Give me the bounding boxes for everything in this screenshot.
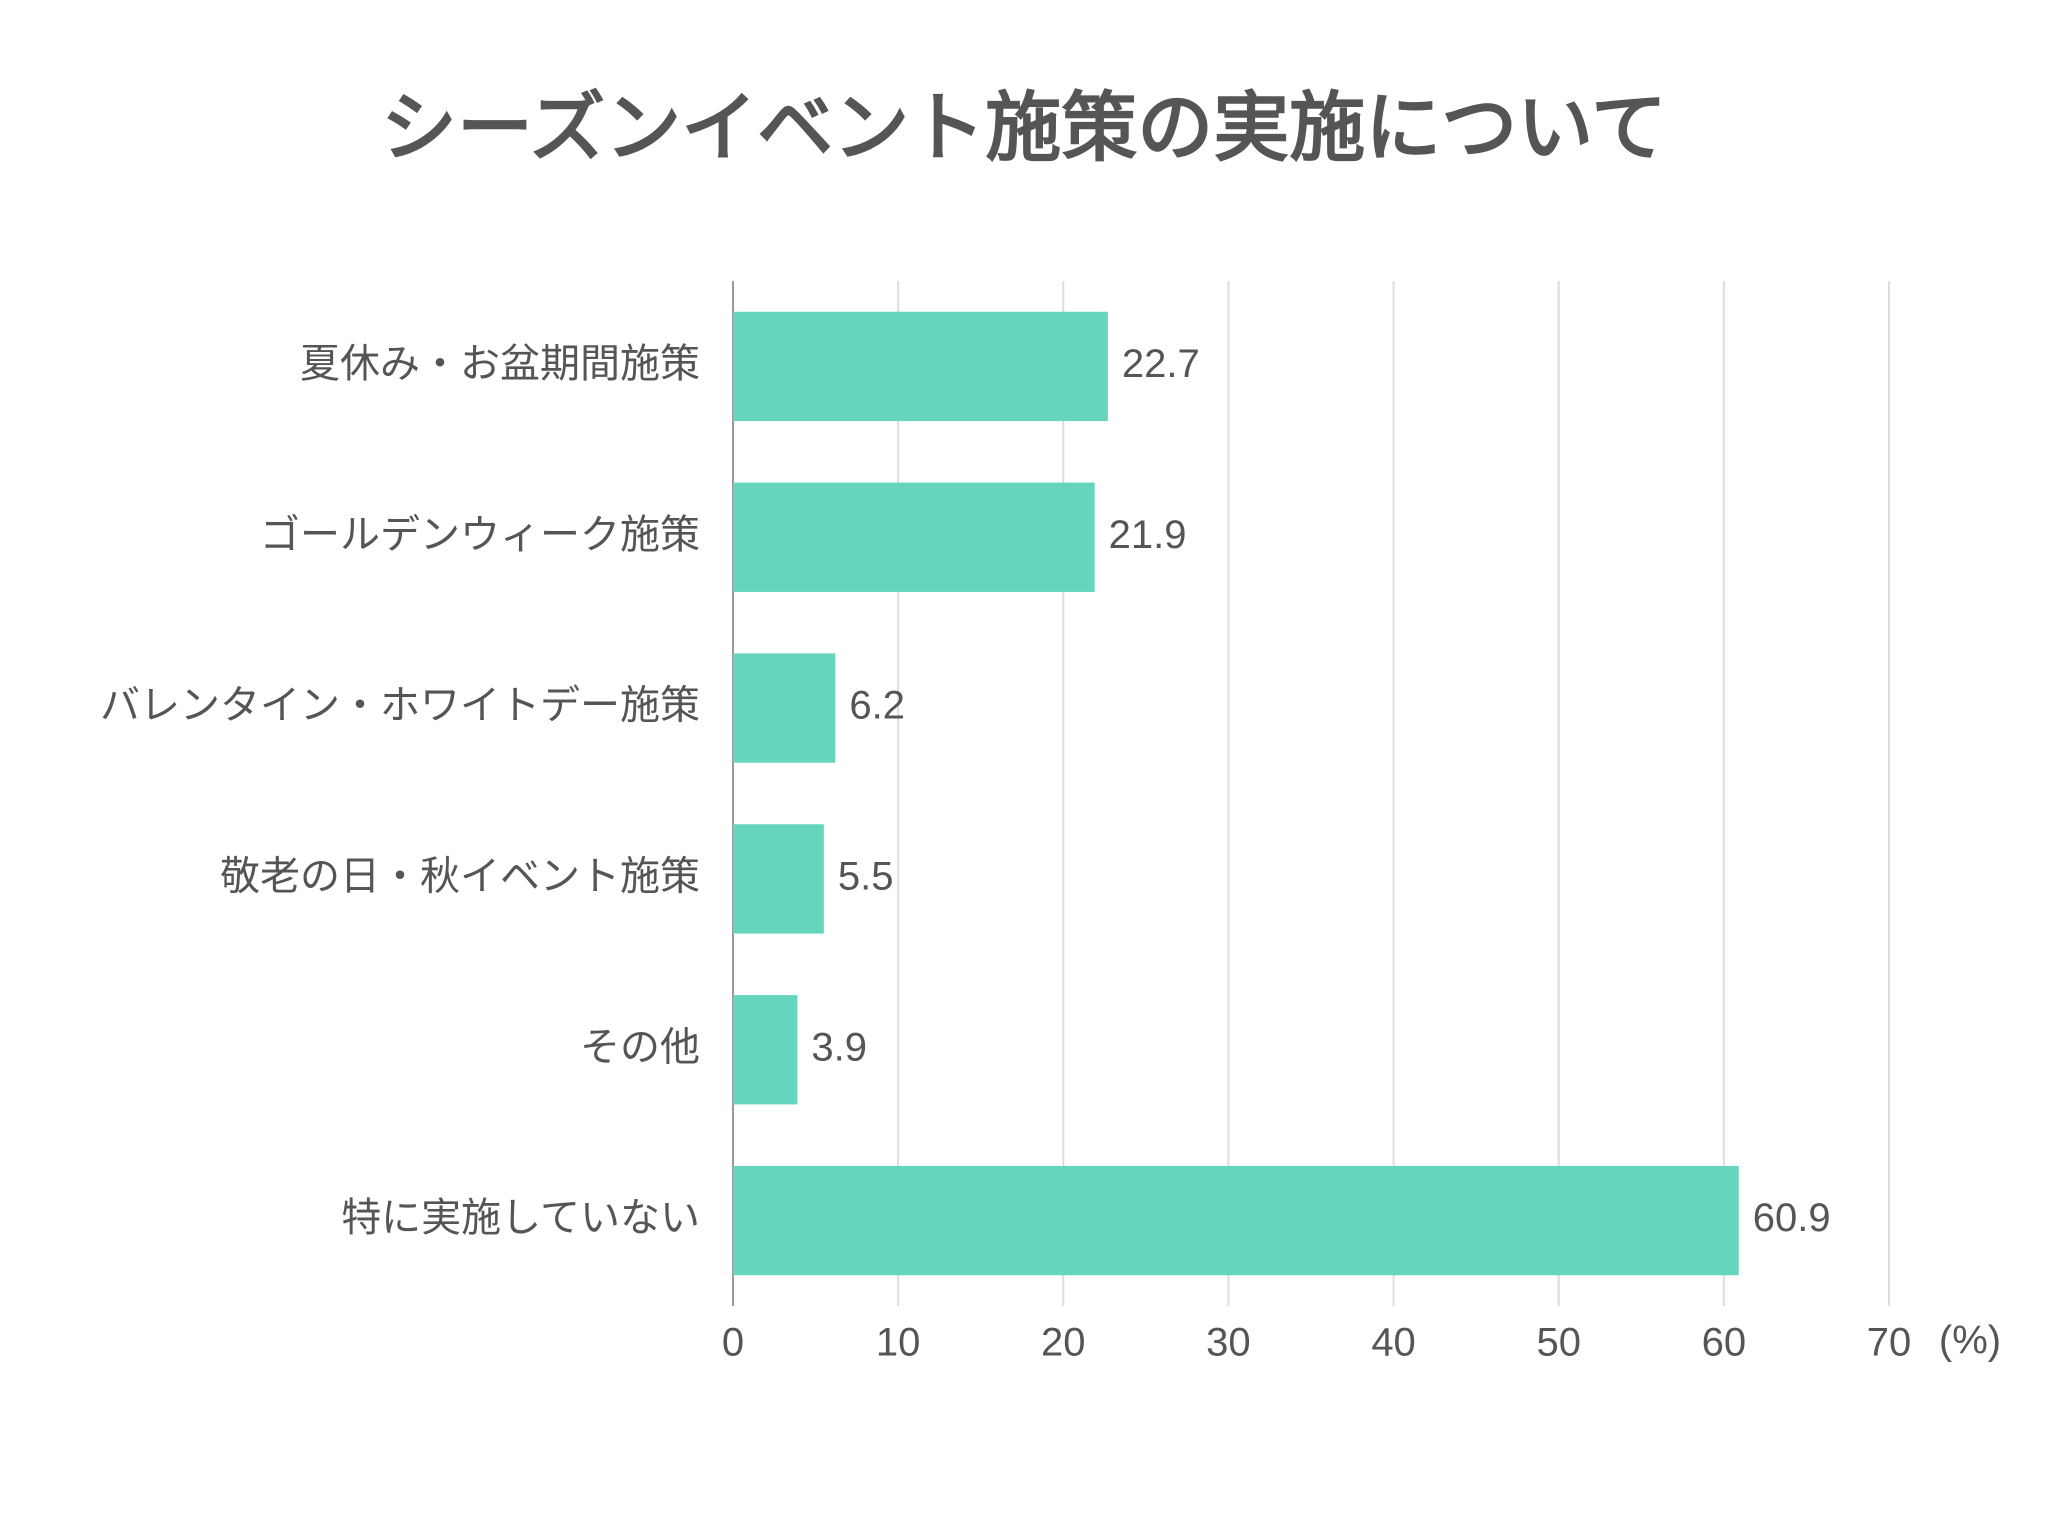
data-label: 60.9 [1753, 1196, 1831, 1240]
x-axis-label: (%) [1939, 1319, 2001, 1363]
x-tick-label: 0 [722, 1321, 744, 1365]
bar [733, 311, 1108, 422]
y-tick-label: バレンタイン・ホワイトデー施策 [100, 684, 700, 728]
x-tick-label: 60 [1702, 1321, 1747, 1365]
x-tick-label: 50 [1536, 1321, 1581, 1365]
y-tick-label: ゴールデンウィーク施策 [260, 513, 700, 557]
bar [733, 482, 1095, 592]
bar [733, 1165, 1739, 1276]
data-label: 6.2 [849, 684, 905, 728]
bar [733, 995, 798, 1105]
y-tick-label: その他 [580, 1025, 700, 1069]
x-tick-label: 20 [1041, 1321, 1086, 1365]
y-tick-label: 夏休み・お盆期間施策 [300, 342, 700, 386]
x-tick-label: 30 [1206, 1321, 1251, 1365]
x-tick-label: 70 [1867, 1321, 1912, 1365]
bar [733, 653, 836, 763]
y-tick-label: 特に実施していない [341, 1196, 700, 1240]
chart-title: シーズンイベント施策の実施について [381, 86, 1667, 171]
bar [733, 824, 824, 934]
y-tick-label: 敬老の日・秋イベント施策 [220, 854, 700, 898]
data-label: 22.7 [1122, 342, 1200, 386]
data-label: 5.5 [838, 854, 894, 898]
x-tick-label: 40 [1371, 1321, 1416, 1365]
data-label: 21.9 [1109, 513, 1187, 557]
x-tick-label: 10 [876, 1321, 921, 1365]
data-label: 3.9 [811, 1025, 867, 1069]
